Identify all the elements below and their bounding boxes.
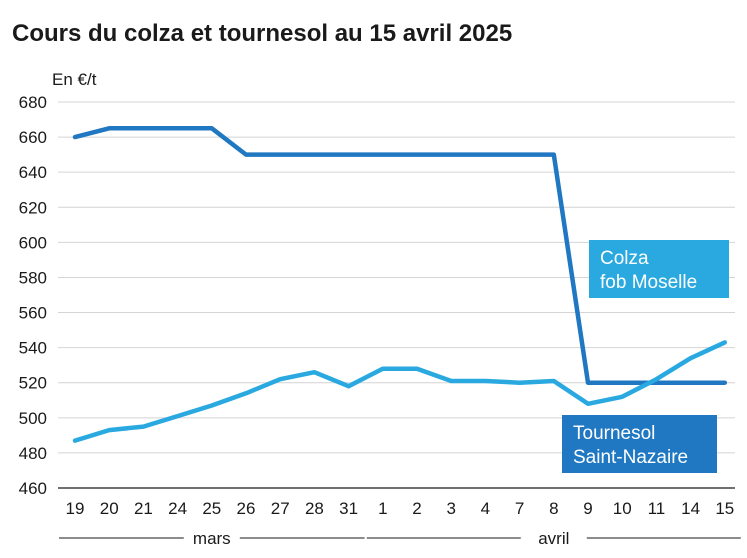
x-tick-label: 11 [648, 499, 666, 518]
x-tick-label: 15 [715, 499, 734, 518]
y-tick-label: 460 [19, 479, 47, 498]
series-lines [72, 126, 728, 443]
x-tick-label: 27 [271, 499, 290, 518]
y-tick-label: 600 [19, 233, 47, 252]
chart-title: Cours du colza et tournesol au 15 avril … [12, 20, 512, 47]
y-tick-label: 680 [19, 93, 47, 112]
y-axis-unit-label: En €/t [52, 70, 97, 89]
series-label-box [589, 240, 729, 298]
y-tick-label: 620 [19, 198, 47, 217]
x-tick-label: 14 [681, 499, 700, 518]
series-label-text: Saint-Nazaire [573, 447, 688, 468]
month-label: avril [538, 529, 569, 548]
x-tick-label: 26 [237, 499, 256, 518]
x-tick-label: 10 [613, 499, 632, 518]
x-tick-label: 3 [446, 499, 455, 518]
series-label-box [562, 415, 717, 473]
x-tick-label: 9 [583, 499, 592, 518]
x-tick-label: 25 [202, 499, 221, 518]
y-tick-label: 540 [19, 339, 47, 358]
series-line-1 [72, 340, 728, 443]
series-label-1: Tournesol Saint-Nazaire [562, 415, 717, 473]
month-groups: mars avril [59, 529, 741, 548]
x-axis-ticks: 19 20 21 24 25 26 27 28 31 1 2 3 4 7 8 9 10 11 14 15 [66, 499, 735, 518]
y-axis-ticks: 460 480 500 520 540 560 580 600 620 640 660 680 [19, 93, 47, 498]
y-tick-label: 640 [19, 163, 47, 182]
month-label: mars [193, 529, 231, 548]
x-tick-label: 19 [66, 499, 85, 518]
series-label-text: Colza [600, 248, 649, 269]
series-labels: Colza fob Moselle Tournesol Saint-Nazaire [562, 240, 729, 473]
y-tick-label: 500 [19, 409, 47, 428]
series-label-text: Tournesol [573, 423, 655, 444]
series-label-text: fob Moselle [600, 272, 697, 293]
x-tick-label: 4 [481, 499, 490, 518]
x-tick-label: 28 [305, 499, 324, 518]
y-tick-label: 660 [19, 128, 47, 147]
x-tick-label: 7 [515, 499, 524, 518]
y-tick-label: 520 [19, 374, 47, 393]
x-tick-label: 20 [100, 499, 119, 518]
x-tick-label: 21 [134, 499, 153, 518]
y-tick-label: 580 [19, 268, 47, 287]
x-tick-label: 24 [168, 499, 187, 518]
x-tick-label: 8 [549, 499, 558, 518]
series-line-0 [72, 126, 728, 385]
y-tick-label: 480 [19, 444, 47, 463]
series-label-0: Colza fob Moselle [589, 240, 729, 298]
x-tick-label: 2 [412, 499, 421, 518]
x-tick-label: 1 [378, 499, 387, 518]
y-tick-label: 560 [19, 304, 47, 323]
x-tick-label: 31 [339, 499, 358, 518]
